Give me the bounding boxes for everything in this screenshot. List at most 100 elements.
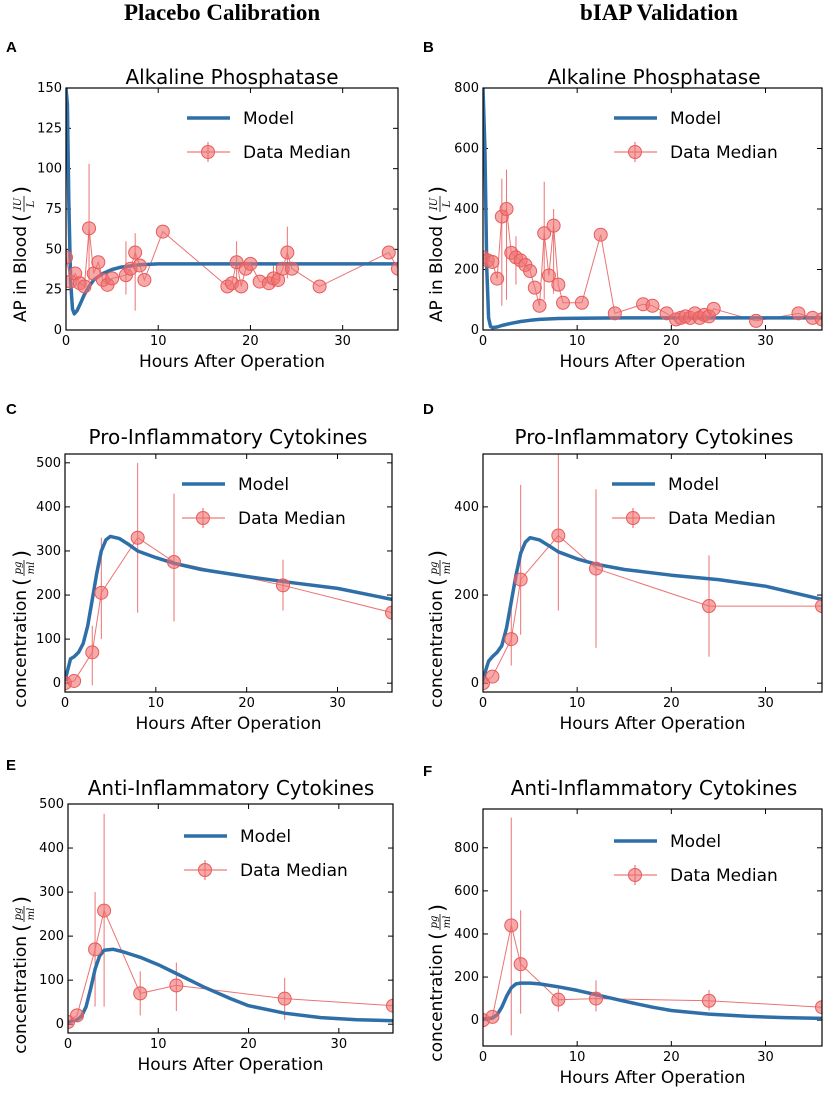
y-tick-label: 400 — [39, 841, 64, 856]
data-point — [551, 992, 566, 1007]
y-axis-label: concentration — [11, 590, 31, 708]
chart-title: Alkaline Phosphatase — [547, 65, 760, 89]
y-tick-label: 125 — [37, 121, 62, 136]
units-paren-open: ( — [9, 214, 33, 222]
units-numerator: pg — [429, 916, 440, 929]
data-point — [490, 271, 505, 286]
chart-panel-f: F Anti-Inflammatory Cytokines 0 10 20 30 0 200 4… — [423, 763, 823, 1088]
chart-title: Alkaline Phosphatase — [125, 65, 338, 89]
panel-letter: B — [423, 39, 434, 56]
chart-panel-d: D Pro-Inflammatory Cytokines 0 10 20 30 0 200 40… — [423, 401, 823, 734]
units-paren-open: ( — [425, 214, 449, 222]
x-tick-label: 30 — [757, 334, 774, 349]
plot-frame — [67, 803, 394, 1034]
data-point — [589, 991, 603, 1006]
y-tick-label: 75 — [45, 202, 62, 217]
data-point — [527, 280, 542, 295]
data-point — [155, 224, 170, 239]
y-tick-label: 0 — [56, 1017, 64, 1032]
y-tick-label: 50 — [45, 242, 62, 257]
legend-data-label: Data Median — [668, 509, 776, 529]
units-paren-close: ) — [9, 186, 33, 194]
data-point — [815, 312, 822, 327]
plot-frame — [482, 453, 823, 693]
chart-title: Pro-Inflammatory Cytokines — [515, 425, 794, 449]
data-point — [513, 957, 528, 972]
data-point — [391, 261, 398, 276]
data-point — [88, 942, 103, 957]
data-point — [105, 271, 120, 286]
units-denominator: L — [26, 200, 37, 208]
model-line — [68, 947, 393, 1024]
y-axis-label: concentration — [427, 944, 447, 1062]
y-axis-label: AP in Blood — [427, 226, 447, 322]
data-point — [137, 272, 152, 287]
x-tick-label: 10 — [150, 334, 167, 349]
data-point — [284, 261, 299, 276]
y-tick-label: 200 — [454, 588, 479, 603]
data-median-line — [68, 909, 393, 1023]
y-axis-label: concentration — [427, 590, 447, 708]
y-tick-label: 200 — [454, 970, 479, 985]
legend-model-label: Model — [670, 109, 721, 129]
data-point — [523, 264, 538, 279]
units-paren-close: ) — [425, 186, 449, 194]
x-tick-label: 10 — [569, 696, 586, 711]
data-point — [85, 645, 100, 660]
units-numerator: pg — [13, 562, 24, 575]
units-paren-open: ( — [425, 932, 449, 940]
data-point — [499, 202, 514, 216]
data-point — [485, 669, 500, 684]
x-axis-label: Hours After Operation — [135, 714, 321, 734]
column-title-left: Placebo Calibration — [124, 0, 321, 25]
y-tick-label: 400 — [36, 500, 61, 515]
data-point — [277, 991, 292, 1006]
y-axis-label: concentration — [11, 936, 31, 1054]
data-point — [386, 998, 393, 1013]
data-point — [551, 277, 566, 292]
x-tick-label: 30 — [329, 696, 346, 711]
x-tick-label: 0 — [61, 696, 69, 711]
chart-title: Anti-Inflammatory Cytokines — [511, 776, 798, 800]
y-axis-label-group: AP in Blood (IU L) — [425, 186, 453, 322]
legend-data-label: Data Median — [240, 861, 348, 881]
y-tick-label: 0 — [471, 1013, 479, 1028]
data-median-line — [483, 534, 822, 684]
data-point — [532, 298, 547, 313]
x-tick-label: 0 — [479, 334, 487, 349]
data-point — [276, 578, 290, 593]
units-paren-close: ) — [9, 550, 33, 558]
plot-content — [483, 817, 822, 1036]
x-tick-label: 0 — [62, 334, 70, 349]
data-point — [169, 978, 184, 993]
plot-frame — [482, 87, 823, 331]
legend-data-label: Data Median — [238, 509, 346, 529]
units-denominator: ml — [26, 908, 37, 921]
x-tick-label: 0 — [479, 696, 487, 711]
data-point — [702, 599, 716, 614]
data-point — [791, 306, 806, 321]
data-point — [94, 585, 109, 600]
y-tick-label: 300 — [36, 544, 61, 559]
y-axis-label-group: concentration (pg ml) — [9, 550, 37, 708]
data-point — [556, 295, 571, 310]
plot-frame — [482, 808, 823, 1047]
legend-data-swatch-marker — [628, 145, 642, 159]
data-point — [645, 298, 660, 313]
data-point — [504, 632, 519, 647]
data-point — [312, 279, 327, 294]
panel-letter: A — [6, 39, 17, 56]
data-point — [70, 1008, 85, 1023]
plot-content — [66, 88, 398, 316]
units-denominator: ml — [442, 916, 453, 929]
units-paren-open: ( — [9, 924, 33, 932]
data-point — [593, 227, 608, 242]
data-point — [280, 245, 295, 260]
y-axis-label-group: concentration (pg ml) — [9, 896, 37, 1054]
data-point — [749, 313, 764, 328]
x-axis-label: Hours After Operation — [559, 352, 745, 372]
y-tick-label: 0 — [53, 676, 61, 691]
x-tick-label: 20 — [663, 334, 680, 349]
